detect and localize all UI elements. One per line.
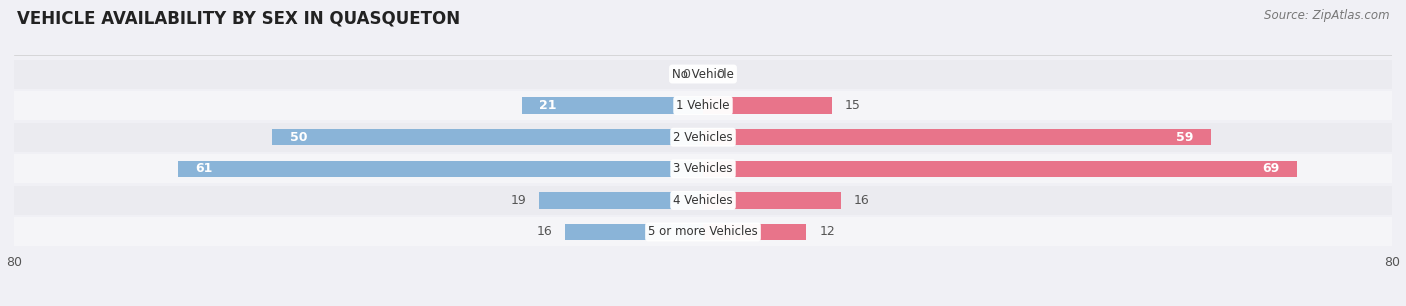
Text: 1 Vehicle: 1 Vehicle	[676, 99, 730, 112]
Text: No Vehicle: No Vehicle	[672, 68, 734, 80]
Text: 0: 0	[682, 68, 690, 80]
Bar	[703, 192, 841, 209]
Bar	[273, 129, 703, 145]
Bar	[14, 123, 1392, 152]
Text: 5 or more Vehicles: 5 or more Vehicles	[648, 226, 758, 238]
Legend: Male, Female: Male, Female	[633, 304, 773, 306]
Text: 69: 69	[1263, 162, 1279, 175]
Bar	[14, 154, 1392, 183]
Text: 50: 50	[290, 131, 307, 144]
Bar	[14, 91, 1392, 120]
Text: VEHICLE AVAILABILITY BY SEX IN QUASQUETON: VEHICLE AVAILABILITY BY SEX IN QUASQUETO…	[17, 9, 460, 27]
Bar	[177, 161, 703, 177]
Bar	[703, 129, 1211, 145]
Text: 16: 16	[537, 226, 553, 238]
Text: 0: 0	[716, 68, 724, 80]
Text: Source: ZipAtlas.com: Source: ZipAtlas.com	[1264, 9, 1389, 22]
Bar	[565, 224, 703, 240]
Bar	[703, 161, 1298, 177]
Text: 16: 16	[853, 194, 869, 207]
Bar	[703, 97, 832, 114]
Bar	[703, 224, 807, 240]
Text: 3 Vehicles: 3 Vehicles	[673, 162, 733, 175]
Text: 2 Vehicles: 2 Vehicles	[673, 131, 733, 144]
Text: 19: 19	[510, 194, 526, 207]
Bar	[522, 97, 703, 114]
Text: 4 Vehicles: 4 Vehicles	[673, 194, 733, 207]
Bar	[14, 59, 1392, 88]
Text: 59: 59	[1177, 131, 1194, 144]
Text: 15: 15	[845, 99, 860, 112]
Bar	[540, 192, 703, 209]
Bar	[14, 186, 1392, 215]
Text: 61: 61	[195, 162, 212, 175]
Bar	[14, 218, 1392, 247]
Text: 12: 12	[820, 226, 835, 238]
Text: 21: 21	[540, 99, 557, 112]
